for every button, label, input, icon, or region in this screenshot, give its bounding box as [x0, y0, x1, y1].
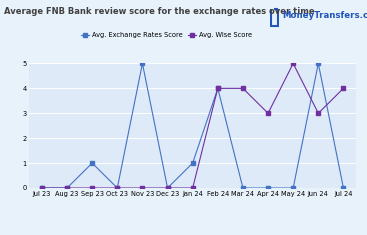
Text: Average FNB Bank review score for the exchange rates over time: Average FNB Bank review score for the ex… [4, 7, 314, 16]
Text: MoneyTransfers.com: MoneyTransfers.com [283, 11, 367, 20]
Legend: Avg. Exchange Rates Score, Avg. Wise Score: Avg. Exchange Rates Score, Avg. Wise Sco… [79, 29, 254, 41]
